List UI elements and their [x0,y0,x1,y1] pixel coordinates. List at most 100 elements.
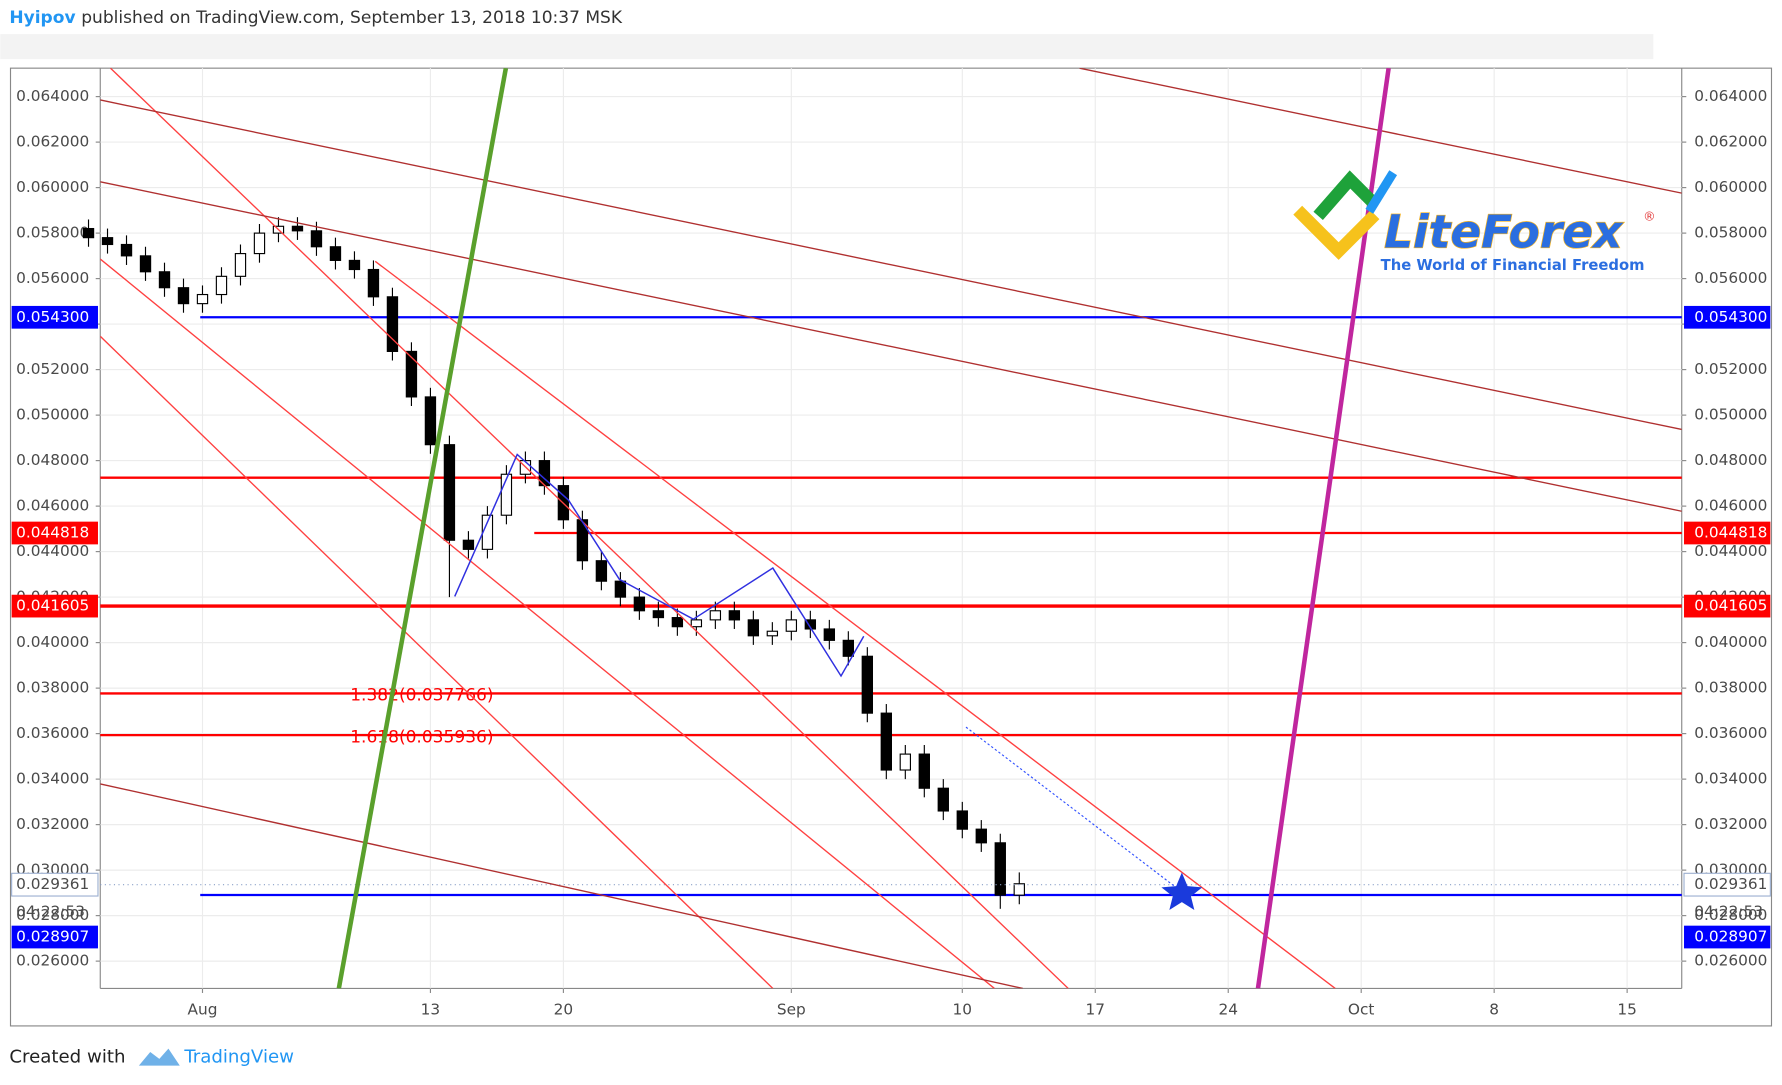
current-price-label: 0.029361 [16,875,89,893]
candle-body [823,628,836,641]
candle-body [728,610,741,621]
author[interactable]: Hyipov [9,8,75,28]
price-label-box [11,305,98,329]
y-tick-label: 0.026000 [16,952,89,970]
candle-body [861,655,874,714]
y-tick-label: 0.028000 [1694,906,1767,924]
tradingview-icon [138,1048,180,1066]
y-tick-label: 0.064000 [16,87,89,105]
current-price-box [11,872,99,897]
candle-body [975,828,987,844]
logo: LiteForex ® The World of Financial Freed… [1293,170,1656,274]
y-tick-label: 0.046000 [16,497,89,515]
price-label-box [1684,594,1771,618]
candle-body [291,225,304,232]
trend-line [100,181,1682,512]
x-tick-label: Oct [1348,1001,1375,1019]
y-tick-label: 0.040000 [16,633,89,651]
countdown: 04:22:53 [16,902,85,920]
price-label-box [11,594,98,618]
countdown: 04:22:53 [1694,902,1763,920]
y-tick-label: 0.032000 [1694,815,1767,833]
candle-body [234,253,247,277]
x-tick-label: 10 [953,1001,973,1019]
price-label: 0.028907 [16,928,89,946]
level-text: 1.382(0.037766) [350,686,493,706]
candle-body [918,753,930,789]
candle-body [196,293,209,305]
logo-chevron [1293,205,1380,260]
y-tick-label: 0.062000 [1694,133,1767,151]
candle-body [576,519,589,562]
y-tick-label: 0.036000 [1694,724,1767,742]
fib-arc [336,68,509,989]
price-label-box [11,925,98,949]
header-text: published on TradingView.com, September … [81,8,623,28]
candle-body [880,712,892,771]
candle-body [139,255,152,273]
y-tick-label: 0.034000 [1694,770,1767,788]
x-tick-label: Sep [777,1001,806,1019]
trend-line [100,258,995,989]
candle-body [652,610,665,619]
candle-body [424,396,437,446]
footer-text: Created with [9,1047,125,1068]
x-tick-label: 24 [1218,1001,1238,1019]
price-label-box [11,521,98,545]
y-tick-label: 0.060000 [16,178,89,196]
candle-body [101,237,114,246]
level-text: 1.618(0.035936) [350,727,493,747]
candle-body [671,617,684,628]
y-tick-label: 0.044000 [1694,542,1767,560]
price-label: 0.054300 [16,308,89,326]
price-label: 0.028907 [1694,928,1767,946]
candle-body [462,539,475,550]
y-tick-label: 0.060000 [1694,178,1767,196]
price-label-box [1684,305,1771,329]
y-tick-label: 0.062000 [16,133,89,151]
candle-body [253,232,266,255]
candle-body [766,630,779,637]
y-tick-label: 0.040000 [1694,633,1767,651]
trend-line [100,99,1682,431]
candle-body [899,753,911,771]
logo-mark: ® [1643,209,1655,224]
y-tick-label: 0.034000 [16,770,89,788]
candle-body [348,259,361,271]
candle-body [405,350,418,398]
price-label: 0.054300 [1694,308,1767,326]
y-tick-label: 0.050000 [1694,406,1767,424]
drawings [100,68,1682,989]
candle-body [310,230,323,248]
y-tick-label: 0.032000 [16,815,89,833]
candle-body [443,444,456,541]
candle-body [804,619,817,630]
logo-tick [1365,170,1398,214]
current-price-label: 0.029361 [1694,875,1767,893]
x-tick-label: 20 [554,1001,574,1019]
x-tick-label: 8 [1489,1001,1499,1019]
header: Hyipov published on TradingView.com, Sept… [9,8,623,28]
candle-body [120,243,133,257]
y-tick-label: 0.048000 [16,451,89,469]
candle-body [614,580,627,598]
candle-body [481,514,494,550]
current-price-box [1683,872,1771,897]
price-label-box [1684,925,1771,949]
y-tick-label: 0.026000 [1694,952,1767,970]
candle-body [177,287,190,305]
candle-body [994,842,1006,896]
candle-body [367,268,380,298]
y-tick-label: 0.056000 [16,269,89,287]
y-tick-label: 0.048000 [1694,451,1767,469]
footer-brand[interactable]: TradingView [183,1047,294,1068]
y-tick-label: 0.052000 [16,360,89,378]
trend-line [110,68,1069,989]
candle-body [842,639,855,657]
chart-frame [9,67,1773,1027]
candle-body [785,619,798,632]
price-label: 0.044818 [16,524,89,542]
candle-body [690,619,703,628]
y-tick-label: 0.056000 [1694,269,1767,287]
